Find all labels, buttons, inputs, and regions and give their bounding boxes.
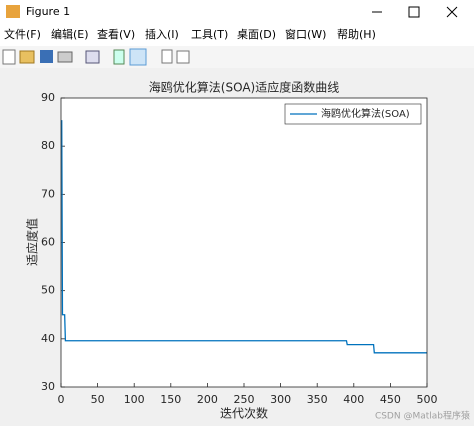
x-tick-label: 500 [417, 393, 438, 406]
legend-box [284, 103, 422, 125]
title-bar [0, 0, 474, 24]
x-tick-label: 50 [91, 393, 105, 406]
axes-box [60, 97, 428, 388]
menu-item[interactable]: 文件(F) [4, 27, 41, 41]
data-line [61, 120, 427, 354]
menu-item[interactable]: 查看(V) [97, 27, 135, 41]
property-button[interactable] [176, 50, 190, 64]
x-tick-label: 450 [380, 393, 401, 406]
y-tick-label: 40 [41, 332, 55, 345]
x-tick-label: 200 [197, 393, 218, 406]
y-tick-label: 30 [41, 380, 55, 393]
save-button[interactable] [40, 50, 53, 63]
menu-item[interactable]: 插入(I) [145, 27, 179, 41]
y-tick-label: 70 [41, 187, 55, 200]
maximize-button[interactable] [408, 6, 420, 18]
menu-item[interactable]: 桌面(D) [237, 28, 276, 41]
y-tick-label: 90 [41, 91, 55, 104]
x-tick-label: 150 [160, 393, 181, 406]
chart-title: 海鸥优化算法(SOA)适应度函数曲线 [149, 80, 339, 95]
menu-item[interactable]: 编辑(E) [51, 27, 89, 41]
x-tick-label: 0 [58, 393, 65, 406]
menu-bar [0, 24, 474, 46]
watermark: CSDN @Matlab程序猿 [375, 410, 470, 422]
x-tick-label: 250 [234, 393, 255, 406]
link-button[interactable] [85, 50, 100, 64]
x-tick-label: 300 [270, 393, 291, 406]
y-axis-label: 适应度值 [25, 218, 40, 266]
toolbar-buttons [2, 48, 190, 66]
axes-background [61, 98, 427, 387]
x-tick-label: 350 [307, 393, 328, 406]
menu-item[interactable]: 工具(T) [191, 28, 228, 41]
menu-item[interactable]: 窗口(W) [285, 27, 326, 41]
legend-button[interactable] [129, 48, 147, 66]
menu-item[interactable]: 帮助(H) [337, 27, 376, 41]
x-tick-label: 400 [343, 393, 364, 406]
x-axis-label: 迭代次数 [220, 406, 268, 421]
y-tick-label: 80 [41, 139, 55, 152]
cursor-button[interactable] [161, 49, 173, 64]
y-tick-label: 50 [41, 284, 55, 297]
legend-label: 海鸥优化算法(SOA) [321, 107, 410, 120]
y-tick-label: 60 [41, 236, 55, 249]
open-button[interactable] [19, 50, 35, 64]
new-button[interactable] [2, 49, 16, 65]
close-button[interactable] [446, 6, 458, 18]
colorbar-button[interactable] [113, 49, 125, 65]
window-title: Figure 1 [26, 5, 70, 18]
x-tick-label: 100 [124, 393, 145, 406]
app-icon [6, 5, 20, 18]
print-button[interactable] [57, 51, 73, 63]
